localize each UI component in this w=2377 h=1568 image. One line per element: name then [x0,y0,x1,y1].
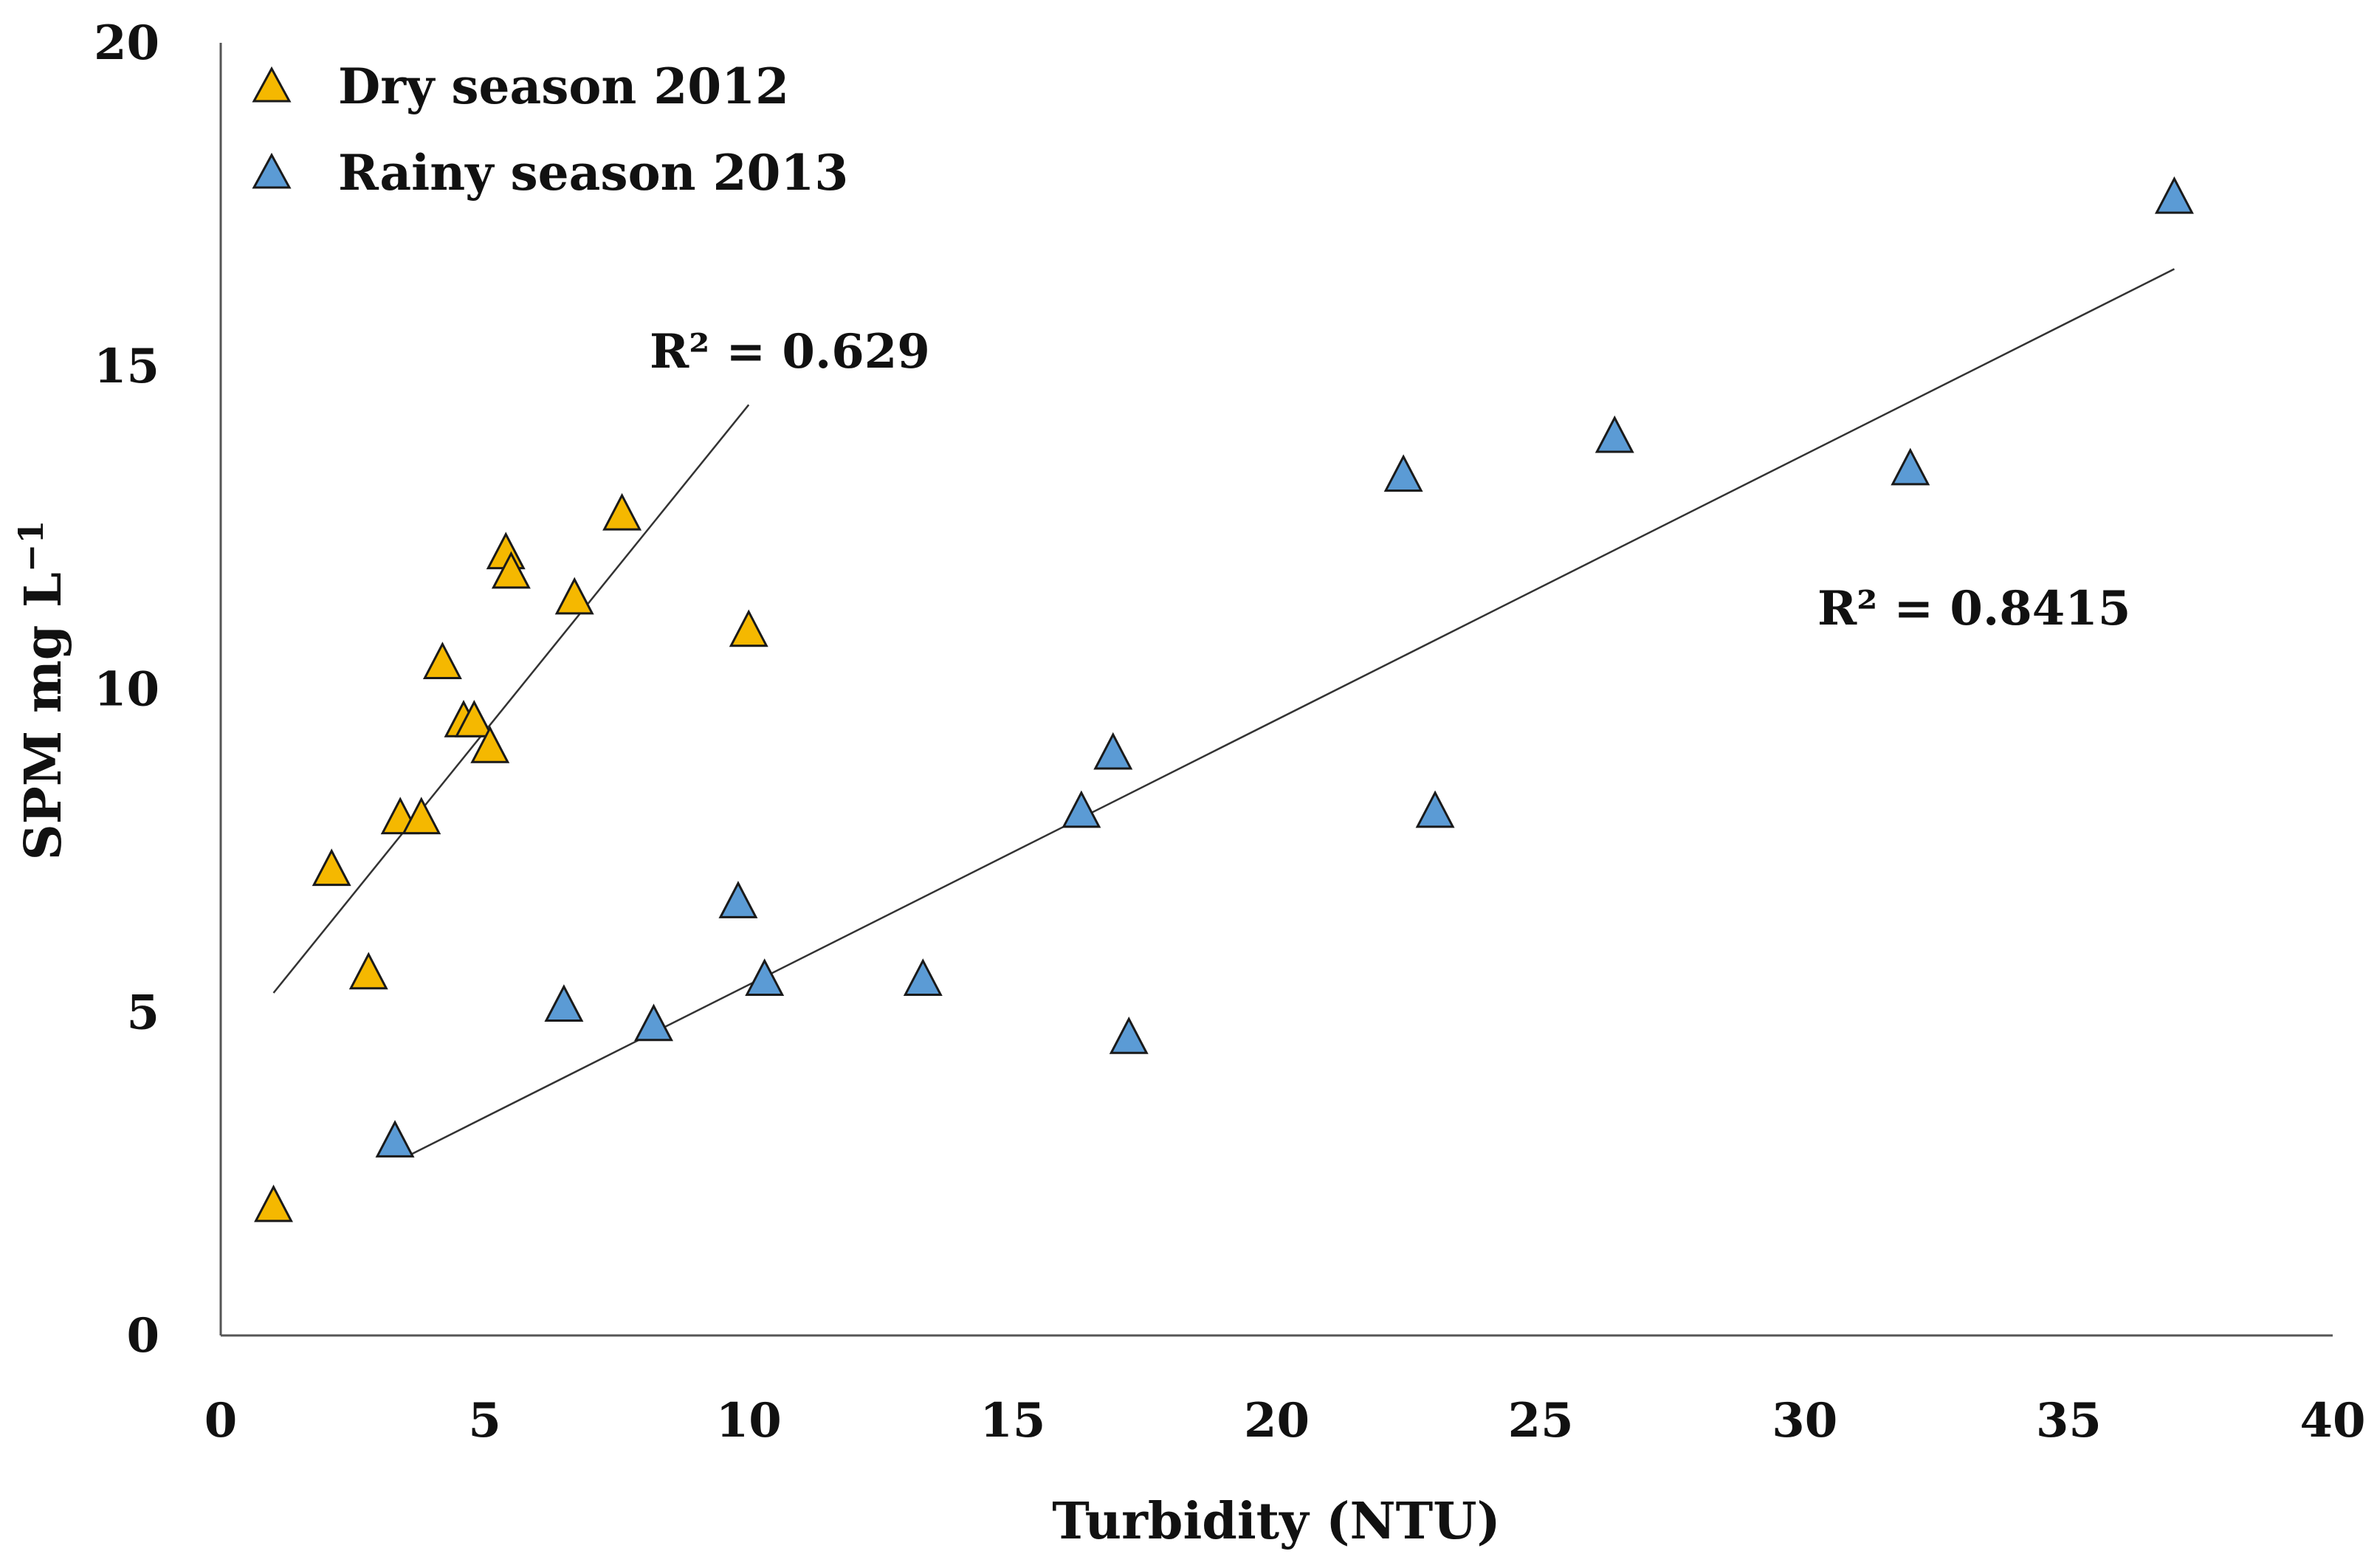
data-point-dry-season [312,848,351,887]
data-point-dry-season [602,492,642,531]
y-axis-title-superscript: −1 [11,520,51,573]
legend-label-rainy-season: Rainy season 2013 [338,144,848,202]
y-tick-label: 20 [94,16,159,71]
data-point-dry-season [554,577,594,615]
data-point-dry-season [491,551,531,589]
data-point-dry-season [422,642,462,679]
x-tick-label: 10 [716,1393,782,1448]
y-axis-title: SPM mg L−1 [11,520,73,861]
data-point-rainy-season [1595,415,1634,453]
data-point-rainy-season [1062,790,1101,828]
data-point-rainy-season [1383,454,1423,492]
y-tick-label: 10 [94,662,159,718]
data-point-rainy-season [634,1003,673,1042]
data-point-rainy-season [544,984,584,1022]
x-tick-label: 35 [2036,1393,2102,1448]
data-point-dry-season [729,609,768,647]
trendlines [272,268,2175,1155]
trendline-dry-season [272,404,750,994]
r2-label-dry-season: R² = 0.629 [650,324,930,379]
data-point-rainy-season [1415,790,1455,828]
trendline-rainy-season [410,268,2175,1155]
x-tick-label: 15 [980,1393,1045,1448]
x-axis-title: Turbidity (NTU) [1052,1492,1500,1551]
x-tick-label: 0 [204,1393,238,1448]
data-point-rainy-season [718,881,758,918]
legend-marker-dry-season [252,66,292,103]
x-tick-label: 20 [1244,1393,1310,1448]
legend: Dry season 2012 Rainy season 2013 [252,58,848,202]
y-tick-label: 0 [126,1308,159,1364]
data-points [254,176,2194,1223]
x-tick-label: 5 [468,1393,501,1448]
axes [219,43,2333,1337]
y-tick-label: 5 [126,985,159,1040]
legend-label-dry-season: Dry season 2012 [338,58,789,115]
data-point-dry-season [348,952,388,990]
data-point-rainy-season [903,958,943,996]
data-point-rainy-season [1093,732,1133,770]
data-point-dry-season [470,726,510,763]
data-point-rainy-season [1109,1017,1149,1054]
data-point-rainy-season [745,958,785,996]
data-point-dry-season [402,797,441,835]
y-tick-labels: 0 5 10 15 20 [94,16,159,1364]
legend-marker-rainy-season [252,152,292,189]
y-axis-title-text: SPM mg L [14,572,73,860]
data-point-dry-season [254,1184,293,1223]
y-tick-label: 15 [94,339,159,394]
x-tick-labels: 0 5 10 15 20 25 30 35 40 [204,1393,2366,1448]
x-tick-label: 30 [1772,1393,1837,1448]
data-point-dry-season [454,700,494,737]
data-point-rainy-season [375,1120,415,1158]
x-tick-label: 25 [1508,1393,1574,1448]
data-point-rainy-season [2154,176,2194,214]
r2-label-rainy-season: R² = 0.8415 [1817,581,2130,636]
data-point-rainy-season [1891,447,1930,486]
x-tick-label: 40 [2299,1393,2365,1448]
